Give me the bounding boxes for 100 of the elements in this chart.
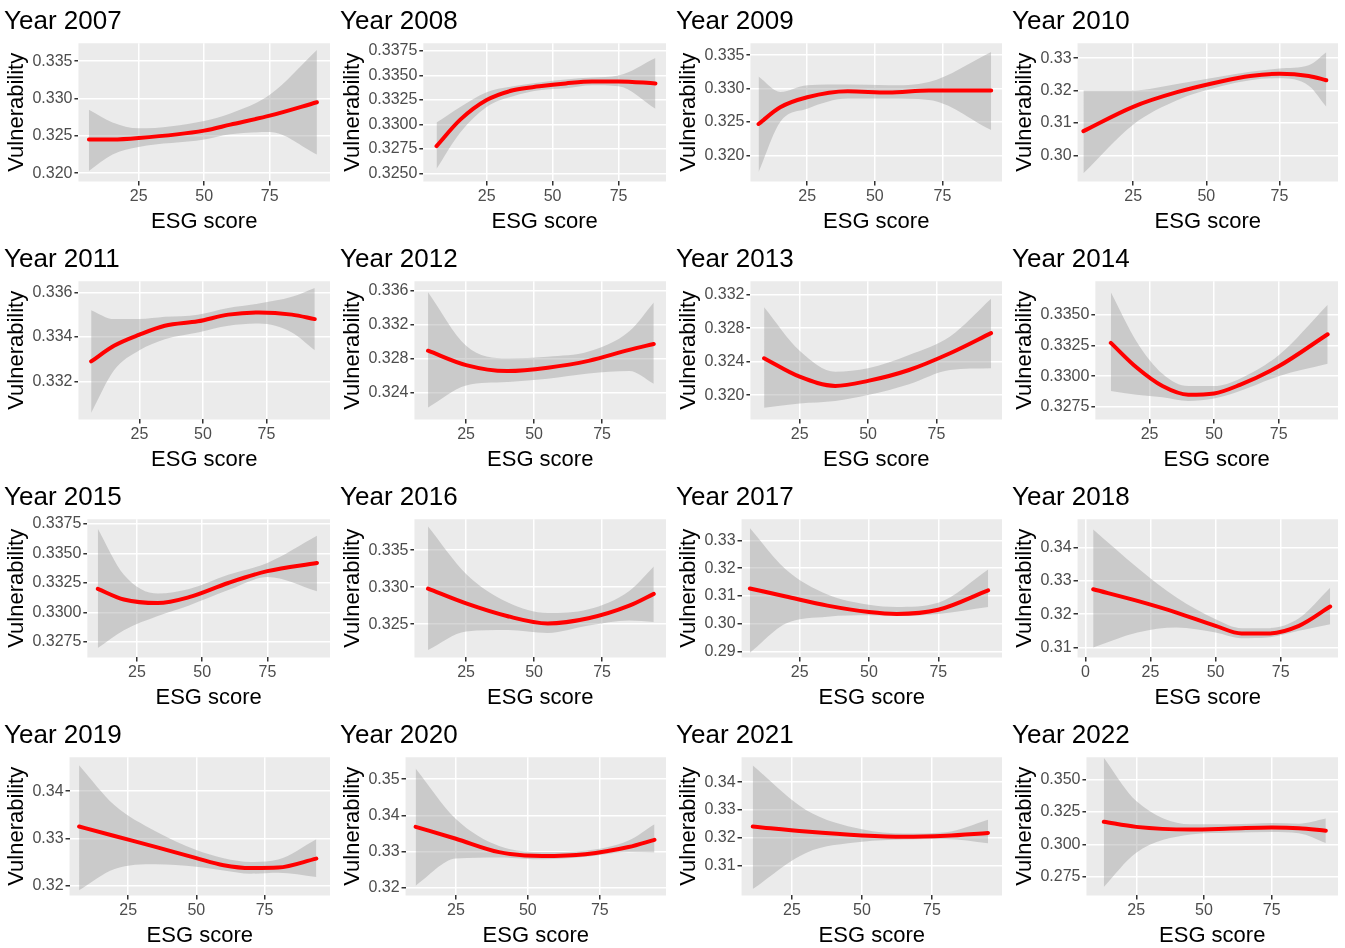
y-tick-label: 0.334 [32, 327, 73, 345]
line-series [426, 586, 656, 626]
y-tick-label: 0.335 [32, 51, 73, 69]
y-tick-label: 0.336 [368, 280, 409, 298]
y-axis-title: Vulnerability [675, 52, 701, 172]
y-tick-label: 0.332 [368, 314, 409, 332]
y-tick-label: 0.33 [32, 828, 64, 846]
line-series [1081, 71, 1329, 134]
y-axis-title: Vulnerability [339, 52, 365, 172]
line-series [1108, 332, 1330, 397]
y-tick-label: 0.3325 [1040, 335, 1090, 353]
y-tick-label: 0.3300 [1040, 366, 1090, 384]
y-axis-title: Vulnerability [339, 290, 365, 410]
y-tick-label: 0.330 [32, 88, 73, 106]
chart-title: Year 2008 [340, 4, 458, 35]
line-series [89, 310, 317, 364]
chart-title: Year 2019 [4, 718, 122, 749]
x-tick-label: 75 [590, 901, 609, 919]
chart-title: Year 2011 [4, 242, 120, 273]
y-tick-label: 0.31 [1040, 637, 1072, 655]
y-tick-label: 0.325 [32, 126, 73, 144]
y-tick-label: 0.320 [32, 163, 73, 181]
y-tick-label: 0.3350 [32, 543, 82, 561]
y-axis-title: Vulnerability [3, 52, 29, 172]
x-tick-label: 25 [130, 425, 149, 443]
y-tick-label: 0.34 [368, 805, 400, 823]
x-tick-label: 75 [593, 663, 612, 681]
line-series [426, 341, 656, 374]
x-tick-label: 50 [1197, 187, 1216, 205]
y-tick-label: 0.3350 [368, 65, 418, 83]
x-axis-title: ESG score [146, 921, 253, 947]
y-tick-label: 0.332 [32, 371, 73, 389]
x-tick-label: 75 [933, 187, 952, 205]
x-tick-label: 75 [1271, 663, 1290, 681]
line-series [747, 586, 991, 616]
x-axis-title: ESG score [482, 921, 589, 947]
y-tick-label: 0.32 [1040, 80, 1072, 98]
y-tick-label: 0.34 [704, 772, 736, 790]
line-series [1101, 819, 1328, 833]
y-tick-label: 0.35 [368, 769, 400, 787]
x-tick-label: 25 [129, 187, 148, 205]
x-tick-label: 50 [525, 663, 544, 681]
y-tick-label: 0.33 [1040, 571, 1072, 589]
chart-title: Year 2009 [676, 4, 794, 35]
chart-title: Year 2007 [4, 4, 122, 35]
x-tick-label: 75 [255, 901, 274, 919]
chart-title: Year 2014 [1012, 242, 1130, 273]
line-series [86, 100, 319, 142]
x-axis-title: ESG score [491, 207, 598, 233]
x-axis-title: ESG score [818, 683, 925, 709]
y-axis-title: Vulnerability [1011, 528, 1037, 648]
x-tick-label: 50 [1206, 663, 1225, 681]
x-axis-title: ESG score [151, 445, 258, 471]
y-tick-label: 0.30 [704, 614, 736, 632]
y-tick-label: 0.3375 [368, 41, 418, 59]
y-tick-label: 0.325 [704, 112, 745, 130]
x-axis-title: ESG score [1154, 207, 1261, 233]
y-tick-label: 0.3275 [1040, 397, 1090, 415]
y-tick-label: 0.300 [1040, 834, 1081, 852]
y-axis-title: Vulnerability [1011, 290, 1037, 410]
x-axis-title: ESG score [1159, 921, 1266, 947]
y-tick-label: 0.3300 [32, 602, 82, 620]
x-tick-label: 25 [457, 663, 476, 681]
line-series [756, 88, 994, 126]
y-tick-label: 0.32 [704, 828, 736, 846]
line-series [95, 560, 319, 606]
x-axis-title: ESG score [155, 683, 262, 709]
y-tick-label: 0.31 [1040, 113, 1072, 131]
y-axis-title: Vulnerability [3, 290, 29, 410]
x-tick-label: 50 [187, 901, 206, 919]
y-tick-label: 0.332 [704, 285, 745, 303]
y-tick-label: 0.335 [704, 45, 745, 63]
x-tick-label: 0 [1080, 663, 1090, 681]
y-tick-label: 0.3375 [32, 514, 82, 532]
line-series [77, 824, 319, 871]
x-tick-label: 75 [927, 425, 946, 443]
y-axis-title: Vulnerability [3, 766, 29, 886]
y-tick-label: 0.3325 [368, 90, 418, 108]
x-tick-label: 50 [859, 425, 878, 443]
y-tick-label: 0.34 [32, 781, 64, 799]
chart-title: Year 2012 [340, 242, 458, 273]
y-tick-label: 0.328 [704, 318, 745, 336]
y-tick-label: 0.324 [368, 382, 409, 400]
chart-title: Year 2020 [340, 718, 458, 749]
x-axis-title: ESG score [818, 921, 925, 947]
x-axis-title: ESG score [487, 683, 594, 709]
y-tick-label: 0.275 [1040, 866, 1081, 884]
y-tick-label: 0.33 [1040, 48, 1072, 66]
y-tick-label: 0.3350 [1040, 304, 1090, 322]
x-tick-label: 75 [929, 663, 948, 681]
line-series [413, 824, 657, 859]
y-tick-label: 0.330 [368, 577, 409, 595]
y-tick-label: 0.32 [704, 558, 736, 576]
y-tick-label: 0.33 [704, 800, 736, 818]
y-tick-label: 0.328 [368, 348, 409, 366]
y-tick-label: 0.33 [368, 841, 400, 859]
line-series [750, 824, 990, 839]
x-tick-label: 75 [593, 425, 612, 443]
line-series [1091, 587, 1333, 636]
chart-title: Year 2018 [1012, 480, 1130, 511]
